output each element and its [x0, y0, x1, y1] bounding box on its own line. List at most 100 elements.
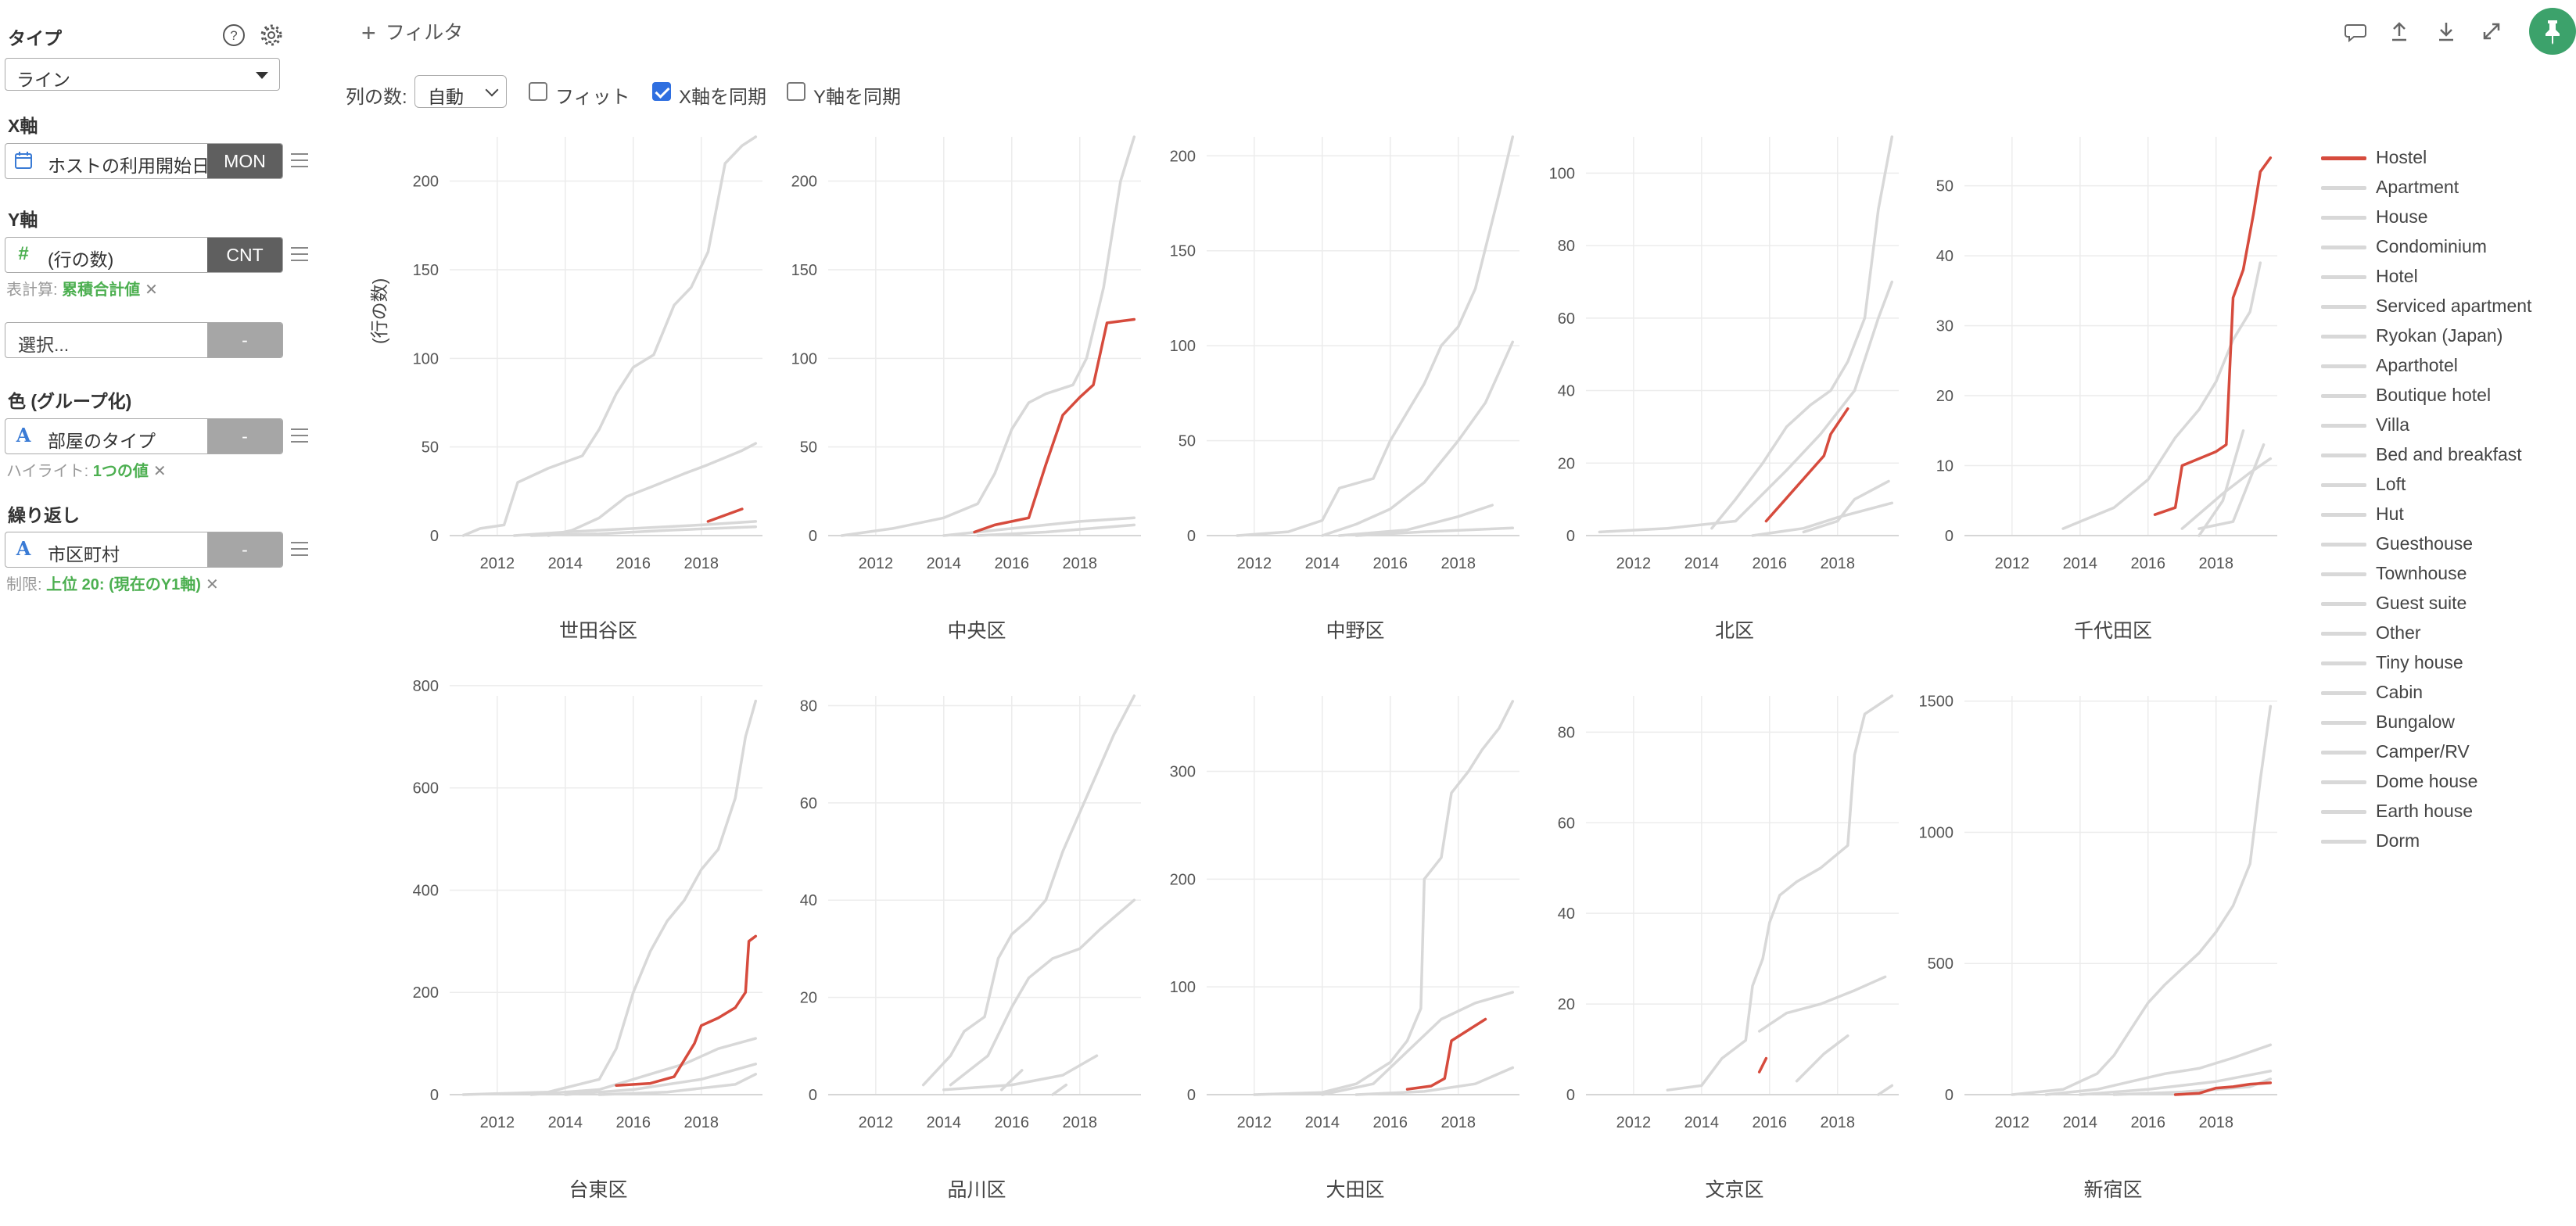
series-line[interactable]: [461, 135, 758, 537]
remove-highlight-icon[interactable]: ✕: [152, 463, 167, 480]
series-line[interactable]: [1236, 135, 1515, 537]
series-line[interactable]: [597, 1073, 758, 1096]
fit-checkbox[interactable]: [529, 82, 547, 101]
legend-item[interactable]: Cabin: [2321, 679, 2576, 708]
repeat-field-badge[interactable]: -: [207, 532, 282, 567]
legend-item[interactable]: Aparthotel: [2321, 352, 2576, 382]
columns-select[interactable]: 自動: [414, 75, 507, 108]
hostel-series-line[interactable]: [1405, 1017, 1487, 1091]
hostel-series-line[interactable]: [615, 934, 758, 1087]
series-line[interactable]: [1666, 694, 1894, 1092]
series-line[interactable]: [2197, 443, 2266, 530]
secondary-yaxis-badge[interactable]: -: [207, 323, 282, 357]
repeat-menu-icon[interactable]: [291, 542, 308, 556]
legend-item[interactable]: Loft: [2321, 471, 2576, 500]
series-line[interactable]: [1751, 501, 1894, 537]
series-line[interactable]: [1051, 1083, 1068, 1096]
legend-item[interactable]: Bungalow: [2321, 708, 2576, 738]
hostel-series-line[interactable]: [973, 317, 1136, 534]
series-line[interactable]: [2079, 1070, 2273, 1096]
series-line[interactable]: [461, 699, 758, 1096]
series-line[interactable]: [1354, 1066, 1515, 1096]
series-line[interactable]: [1321, 340, 1515, 537]
sync-x-checkbox[interactable]: [652, 82, 671, 101]
legend-item[interactable]: Guest suite: [2321, 590, 2576, 619]
remove-calc-icon[interactable]: ✕: [145, 281, 158, 299]
color-field-badge[interactable]: -: [207, 419, 282, 453]
chart-type-select[interactable]: ライン: [5, 58, 280, 91]
legend-item[interactable]: Guesthouse: [2321, 530, 2576, 560]
legend-item[interactable]: Serviced apartment: [2321, 292, 2576, 322]
legend-item[interactable]: Hotel: [2321, 263, 2576, 292]
legend-item[interactable]: Dorm: [2321, 827, 2576, 857]
comment-icon[interactable]: [2343, 19, 2368, 44]
expand-icon[interactable]: [2479, 19, 2504, 44]
series-line[interactable]: [1710, 135, 1894, 530]
series-line[interactable]: [2011, 704, 2273, 1096]
secondary-yaxis-field[interactable]: 選択... -: [5, 322, 283, 358]
legend-item[interactable]: Townhouse: [2321, 560, 2576, 590]
series-line[interactable]: [1321, 991, 1515, 1096]
series-line[interactable]: [529, 1037, 758, 1096]
repeat-field[interactable]: A 市区町村 -: [5, 532, 283, 568]
color-field[interactable]: A 部屋のタイプ -: [5, 418, 283, 454]
legend-item[interactable]: Tiny house: [2321, 649, 2576, 679]
series-line[interactable]: [1337, 504, 1494, 537]
highlight-value[interactable]: 1つの値: [92, 463, 149, 480]
hostel-series-line[interactable]: [706, 507, 744, 523]
pin-button[interactable]: [2529, 8, 2576, 55]
series-line[interactable]: [1757, 975, 1887, 1033]
series-line[interactable]: [921, 694, 1136, 1087]
legend-item[interactable]: Earth house: [2321, 798, 2576, 827]
series-line[interactable]: [1795, 1034, 1849, 1083]
series-line[interactable]: [564, 1063, 758, 1096]
series-line[interactable]: [976, 523, 1136, 537]
series-line[interactable]: [942, 1054, 1099, 1092]
series-line[interactable]: [999, 1069, 1024, 1092]
series-line[interactable]: [1598, 280, 1894, 534]
series-line[interactable]: [1354, 526, 1515, 537]
help-icon[interactable]: ?: [221, 22, 247, 48]
series-line[interactable]: [2044, 1043, 2273, 1096]
legend-item[interactable]: Apartment: [2321, 174, 2576, 203]
series-line[interactable]: [1253, 700, 1515, 1096]
series-line[interactable]: [840, 135, 1136, 537]
series-line[interactable]: [2197, 429, 2245, 537]
series-line[interactable]: [2180, 457, 2273, 530]
legend-item[interactable]: Other: [2321, 619, 2576, 649]
remove-limit-icon[interactable]: ✕: [205, 576, 219, 593]
series-line[interactable]: [1802, 479, 1890, 534]
download-icon[interactable]: [2434, 19, 2459, 44]
xaxis-field[interactable]: ホストの利用開始日 MON: [5, 143, 283, 179]
xaxis-aggregation-badge[interactable]: MON: [207, 144, 282, 178]
legend-item[interactable]: Ryokan (Japan): [2321, 322, 2576, 352]
series-line[interactable]: [2061, 261, 2262, 530]
xaxis-menu-icon[interactable]: [291, 153, 308, 167]
legend-item[interactable]: Camper/RV: [2321, 738, 2576, 768]
yaxis-aggregation-badge[interactable]: CNT: [207, 238, 282, 272]
hostel-series-line[interactable]: [2173, 1081, 2273, 1096]
yaxis-menu-icon[interactable]: [291, 247, 308, 261]
hostel-series-line[interactable]: [1764, 407, 1849, 523]
color-menu-icon[interactable]: [291, 428, 308, 443]
yaxis-field[interactable]: # (行の数) CNT: [5, 237, 283, 273]
series-line[interactable]: [1877, 1084, 1894, 1096]
sync-y-checkbox[interactable]: [787, 82, 805, 101]
legend-item[interactable]: Boutique hotel: [2321, 382, 2576, 411]
legend-item[interactable]: House: [2321, 203, 2576, 233]
legend-item[interactable]: Hostel: [2321, 144, 2576, 174]
hostel-series-line[interactable]: [1757, 1056, 1768, 1074]
limit-value[interactable]: 上位 20: (現在のY1軸): [46, 576, 201, 593]
table-calc-value[interactable]: 累積合計値: [62, 281, 141, 299]
legend-item[interactable]: Hut: [2321, 500, 2576, 530]
upload-icon[interactable]: [2387, 19, 2412, 44]
legend-item[interactable]: Villa: [2321, 411, 2576, 441]
series-line[interactable]: [949, 898, 1136, 1087]
add-filter-button[interactable]: + フィルタ: [361, 17, 463, 48]
hostel-series-line[interactable]: [2153, 156, 2273, 516]
legend-item[interactable]: Condominium: [2321, 233, 2576, 263]
series-line[interactable]: [547, 442, 758, 537]
series-line[interactable]: [512, 520, 758, 537]
legend-item[interactable]: Dome house: [2321, 768, 2576, 798]
gear-icon[interactable]: [258, 22, 285, 48]
